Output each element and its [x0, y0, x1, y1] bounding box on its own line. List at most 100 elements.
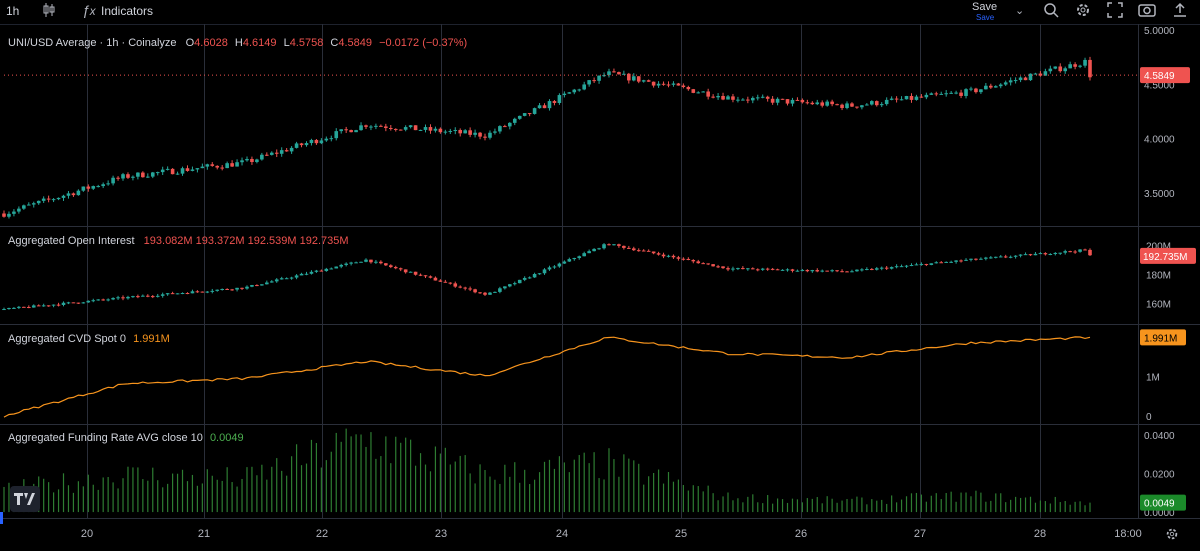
candle-body [597, 75, 601, 81]
time-axis-label: 21 [198, 528, 210, 540]
candle-body [12, 211, 16, 214]
candle-body [22, 205, 26, 209]
funding-legend: Aggregated Funding Rate AVG close 10 0.0… [8, 432, 244, 444]
candle-body [141, 172, 145, 178]
candle-body [155, 172, 160, 174]
cvd-line [3, 336, 1091, 418]
oi-body [899, 266, 904, 268]
oi-body [1028, 254, 1033, 256]
candle-body [190, 169, 195, 171]
candle-body [463, 130, 467, 134]
interval-button[interactable]: 1h [6, 4, 20, 18]
oi-body [61, 302, 66, 305]
axis-settings-gear-icon[interactable] [1165, 527, 1179, 546]
oi-body [403, 269, 408, 273]
oi-body [175, 293, 180, 295]
candle-body [468, 130, 472, 135]
oi-body [855, 269, 859, 272]
oi-body [775, 269, 780, 271]
oi-body [904, 265, 909, 267]
oi-body [711, 264, 715, 267]
low-label: L [283, 37, 290, 49]
candle-body [1048, 68, 1053, 72]
candle-body [17, 208, 21, 212]
symbol-title[interactable]: UNI/USD Average · 1h · Coinalyze [8, 37, 177, 49]
oi-body [686, 258, 691, 261]
camera-icon[interactable] [1138, 2, 1156, 21]
oi-body [979, 258, 983, 260]
oi-title[interactable]: Aggregated Open Interest [8, 235, 135, 247]
candle-body [894, 98, 899, 100]
fx-icon[interactable]: ƒx [82, 2, 96, 18]
candle-body [631, 76, 636, 81]
candle-body [532, 108, 537, 114]
oi-body [993, 256, 998, 258]
oi-body [1013, 255, 1018, 257]
oi-body [388, 265, 393, 268]
candles-icon[interactable] [42, 2, 56, 21]
oi-body [810, 270, 815, 272]
candle-body [874, 101, 879, 106]
oi-body [393, 267, 398, 269]
oi-body [131, 296, 135, 298]
oi-body [359, 261, 363, 263]
candle-body [641, 80, 646, 82]
indicators-button[interactable]: Indicators [101, 4, 154, 18]
oi-body [622, 245, 626, 248]
oi-body [51, 304, 56, 306]
oi-body [448, 282, 453, 284]
candle-body [646, 80, 651, 82]
oi-body [706, 263, 710, 265]
candle-body [1003, 82, 1008, 85]
oi-body [1088, 249, 1092, 256]
oi-body [274, 279, 279, 282]
oi-body [31, 305, 36, 308]
quick-search-icon[interactable] [1043, 2, 1059, 21]
candle-body [136, 172, 140, 177]
cvd-axis-label: 0 [1146, 412, 1152, 423]
oi-body [949, 261, 953, 263]
candle-body [398, 129, 403, 131]
candle-body [865, 104, 869, 106]
candle-body [106, 183, 110, 185]
price-axis-label: 4.5000 [1144, 80, 1175, 91]
save-button[interactable]: Save [972, 1, 998, 13]
oi-body [830, 270, 834, 272]
cvd-title[interactable]: Aggregated CVD Spot 0 [8, 333, 127, 345]
oi-body [458, 286, 463, 288]
oi-body [646, 250, 651, 252]
candle-body [656, 83, 661, 86]
candle-body [41, 198, 46, 201]
candle-body [562, 93, 567, 96]
oi-body [582, 253, 586, 257]
fullscreen-icon[interactable] [1107, 2, 1123, 21]
candle-body [711, 96, 715, 98]
candle-body [746, 99, 750, 101]
oi-body [870, 269, 874, 271]
oi-body [780, 269, 785, 271]
oi-body [805, 269, 810, 272]
candle-body [91, 186, 96, 189]
candle-body [314, 139, 319, 144]
day-gridline [920, 24, 921, 518]
candle-body [319, 140, 324, 144]
chevron-down-icon[interactable]: ⌄ [1015, 5, 1025, 17]
oi-body [354, 262, 358, 264]
oi-body [56, 304, 61, 306]
oi-body [408, 271, 413, 273]
gear-icon[interactable] [1075, 2, 1091, 21]
oi-body [884, 267, 889, 269]
oi-body [820, 270, 825, 272]
pane-separator [0, 226, 1200, 227]
oi-body [850, 271, 854, 273]
oi-body [597, 248, 601, 250]
upload-icon[interactable] [1172, 2, 1188, 21]
candle-body [929, 93, 934, 95]
funding-title[interactable]: Aggregated Funding Rate AVG close 10 [8, 432, 203, 444]
oi-body [964, 259, 968, 261]
candle-body [741, 99, 745, 101]
oi-body [279, 278, 284, 280]
candle-body [453, 129, 458, 131]
candle-body [31, 203, 36, 205]
